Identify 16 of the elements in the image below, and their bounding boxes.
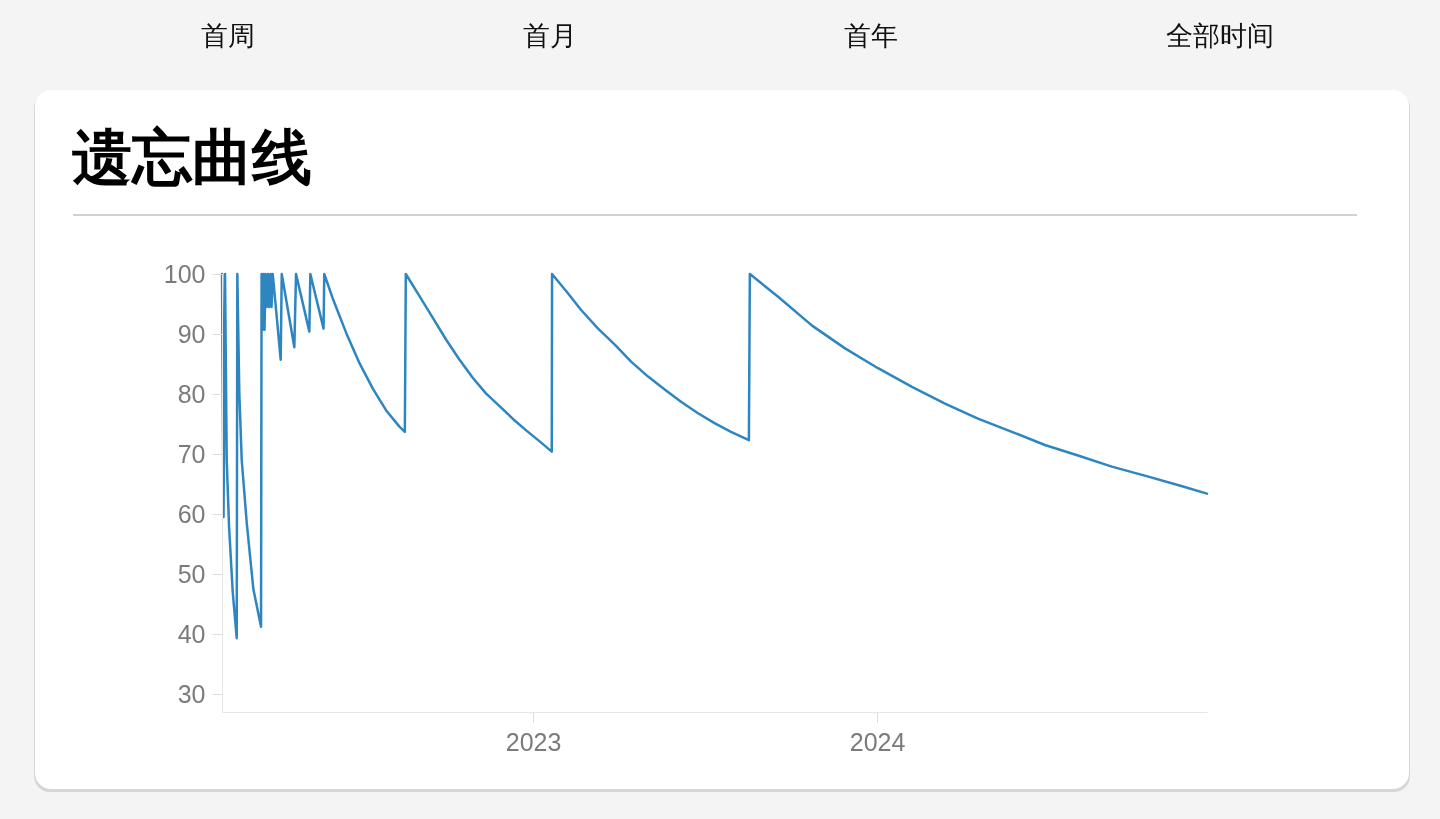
x-tick-label: 2023 [505, 727, 562, 756]
x-tick-label: 2024 [849, 727, 906, 756]
y-tick-label: 60 [177, 499, 206, 528]
y-tick-label: 30 [177, 679, 206, 708]
text: 全部时间 [1166, 21, 1275, 51]
text: 首年 [844, 21, 899, 51]
chart-title: 遗忘曲线 [72, 124, 312, 191]
text: 首周 [201, 21, 255, 51]
y-tick-label: 40 [177, 619, 206, 648]
text: 首月 [522, 21, 577, 51]
line-series [220, 272, 1209, 640]
y-tick-label: 80 [177, 379, 206, 408]
y-tick-label: 70 [177, 439, 206, 468]
y-tick-label: 90 [177, 319, 206, 348]
y-tick-label: 100 [163, 259, 206, 288]
y-tick-label: 50 [177, 559, 206, 588]
